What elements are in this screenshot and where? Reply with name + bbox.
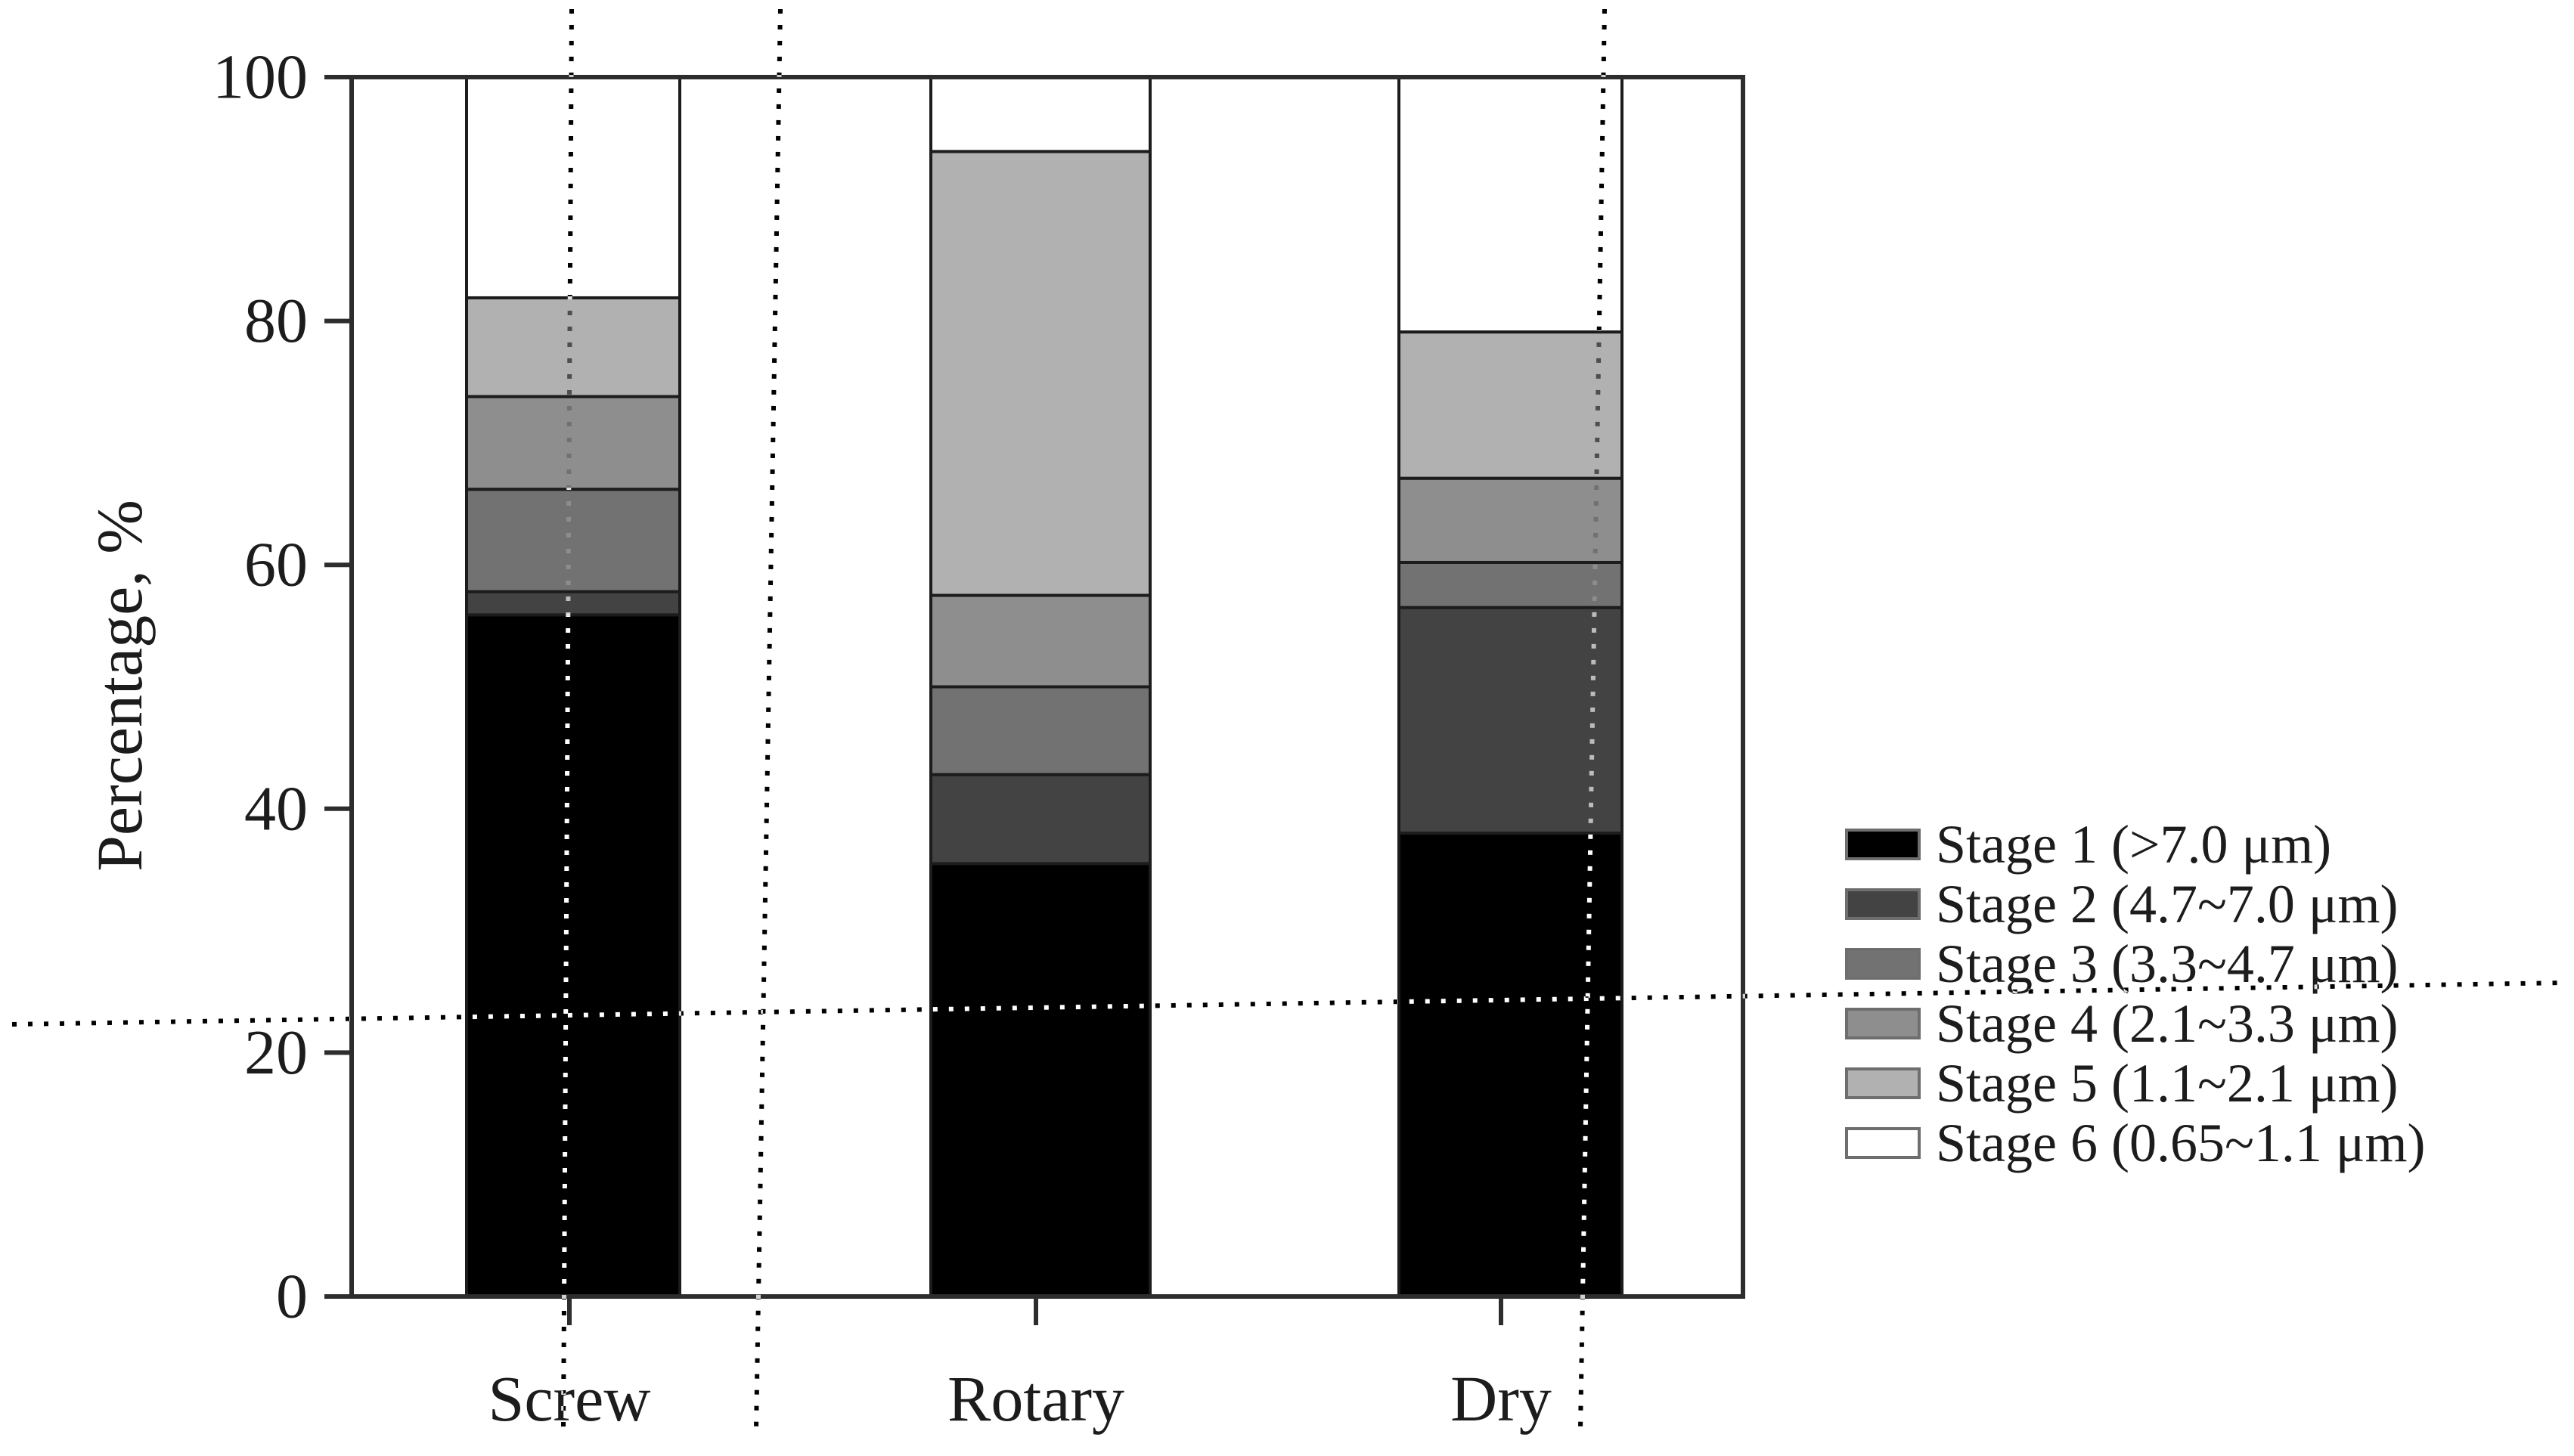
bar-segment — [929, 685, 1152, 776]
legend-swatch — [1845, 829, 1921, 860]
legend-label: Stage 6 (0.65~1.1 μm) — [1936, 1113, 2425, 1173]
bar-segment — [1397, 560, 1623, 609]
legend-swatch — [1845, 1008, 1921, 1039]
bar-segment — [929, 862, 1152, 1298]
bar-segment — [465, 395, 681, 491]
bar-segment — [1397, 832, 1623, 1299]
y-tick-label: 40 — [244, 773, 308, 844]
vertical-guide-line-2 — [754, 8, 783, 1430]
y-tick-label: 100 — [212, 42, 308, 113]
y-axis-ticks: 0 20 40 60 80 100 — [212, 42, 352, 1332]
y-tick-label: 80 — [244, 286, 308, 356]
bar-segment — [1397, 76, 1623, 334]
legend-swatch — [1845, 1127, 1921, 1159]
x-tick-label: Screw — [488, 1362, 651, 1435]
legend-label: Stage 3 (3.3~4.7 μm) — [1936, 934, 2398, 994]
plot-frame — [349, 75, 1745, 1299]
legend-swatch — [1845, 888, 1921, 920]
bar-segment — [465, 488, 681, 593]
y-tick-label: 0 — [276, 1262, 308, 1332]
bars-group — [465, 76, 1623, 1299]
bar-segment — [465, 590, 681, 617]
legend-swatch — [1845, 948, 1921, 980]
bar-segment — [465, 613, 681, 1298]
y-tick-label: 20 — [244, 1018, 308, 1088]
y-tick-label: 60 — [244, 530, 308, 600]
x-axis-ticks: Screw Rotary Dry — [488, 1296, 1552, 1435]
bar-segment — [465, 296, 681, 398]
bar-segment — [465, 76, 681, 299]
bar-segment — [929, 150, 1152, 597]
legend-label: Stage 5 (1.1~2.1 μm) — [1936, 1053, 2398, 1114]
bar-segment — [929, 593, 1152, 689]
legend-swatch — [1845, 1067, 1921, 1099]
x-tick-label: Dry — [1450, 1362, 1552, 1435]
legend-label: Stage 1 (>7.0 μm) — [1936, 814, 2331, 875]
dotted-guide-lines — [11, 8, 2564, 1430]
y-axis-title: Percentage, % — [83, 500, 156, 872]
x-tick-label: Rotary — [947, 1362, 1124, 1435]
bar-segment — [929, 773, 1152, 866]
bar-segment — [1397, 476, 1623, 564]
legend-label: Stage 2 (4.7~7.0 μm) — [1936, 874, 2398, 934]
bar-segment — [1397, 606, 1623, 835]
bar-segment — [929, 76, 1152, 153]
legend-label: Stage 4 (2.1~3.3 μm) — [1936, 993, 2398, 1054]
bar-segment — [1397, 330, 1623, 480]
legend: Stage 1 (>7.0 μm)Stage 2 (4.7~7.0 μm)Sta… — [1845, 814, 2425, 1173]
